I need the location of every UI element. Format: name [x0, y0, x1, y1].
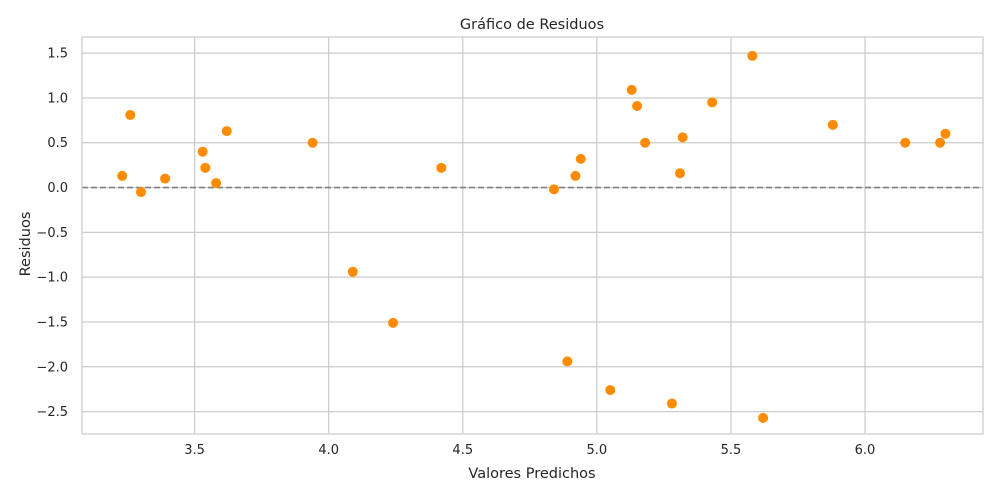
data-point — [307, 137, 318, 148]
chart-title: Gráfico de Residuos — [460, 17, 604, 33]
data-point — [562, 356, 573, 367]
plot-frame — [81, 36, 984, 435]
data-point — [707, 97, 718, 108]
data-point — [200, 162, 211, 173]
data-point — [827, 119, 838, 130]
data-point — [347, 266, 358, 277]
data-point — [632, 101, 643, 112]
y-axis-label: Residuos — [18, 212, 34, 277]
x-tick-label: 3.5 — [184, 443, 205, 458]
y-tick-label: 0.0 — [47, 181, 68, 196]
data-point — [570, 170, 581, 181]
data-point — [135, 187, 146, 198]
data-point — [197, 146, 208, 157]
data-point — [626, 84, 637, 95]
y-tick-label: −2.0 — [36, 360, 68, 375]
data-point — [605, 385, 616, 396]
y-tick-label: −1.0 — [36, 271, 68, 286]
x-tick-label: 5.0 — [587, 443, 608, 458]
x-tick-label: 4.0 — [318, 443, 339, 458]
x-tick-label: 5.5 — [721, 443, 742, 458]
data-point — [758, 412, 769, 423]
grid-lines — [82, 37, 983, 434]
data-point — [900, 137, 911, 148]
data-point — [747, 50, 758, 61]
data-point — [211, 178, 222, 189]
y-tick-label: 0.5 — [47, 136, 68, 151]
data-point — [436, 162, 447, 173]
data-point — [388, 317, 399, 328]
data-point — [548, 184, 559, 195]
data-point — [125, 109, 136, 120]
y-tick-label: −1.5 — [36, 315, 68, 330]
data-point — [674, 168, 685, 179]
data-points — [117, 50, 951, 423]
data-point — [575, 153, 586, 164]
data-point — [677, 132, 688, 143]
y-tick-labels: 1.5 1.0 0.5 0.0 −0.5 −1.0 −1.5 −2.0 −2.5 — [36, 47, 68, 420]
data-point — [940, 128, 951, 139]
y-tick-label: 1.0 — [47, 91, 68, 106]
data-point — [160, 173, 171, 184]
y-tick-label: −0.5 — [36, 226, 68, 241]
data-point — [221, 126, 232, 137]
data-point — [935, 137, 946, 148]
data-point — [666, 398, 677, 409]
data-point — [640, 137, 651, 148]
data-point — [117, 170, 128, 181]
x-tick-label: 6.0 — [855, 443, 876, 458]
y-tick-label: −2.5 — [36, 405, 68, 420]
x-tick-label: 4.5 — [452, 443, 473, 458]
x-tick-labels: 3.5 4.0 4.5 5.0 5.5 6.0 — [184, 443, 875, 458]
y-tick-label: 1.5 — [47, 47, 68, 62]
x-axis-label: Valores Predichos — [468, 466, 595, 482]
